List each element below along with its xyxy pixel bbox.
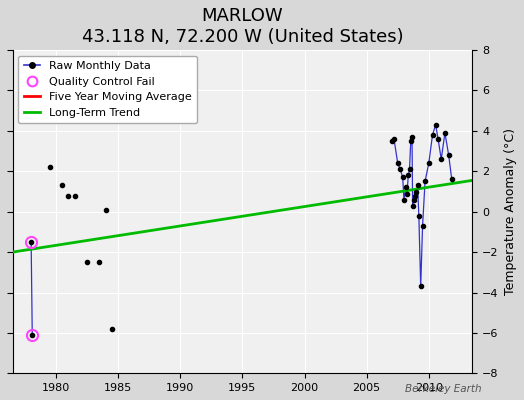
Y-axis label: Temperature Anomaly (°C): Temperature Anomaly (°C) xyxy=(504,128,517,295)
Legend: Raw Monthly Data, Quality Control Fail, Five Year Moving Average, Long-Term Tren: Raw Monthly Data, Quality Control Fail, … xyxy=(18,56,198,124)
Text: Berkeley Earth: Berkeley Earth xyxy=(406,384,482,394)
Title: MARLOW
43.118 N, 72.200 W (United States): MARLOW 43.118 N, 72.200 W (United States… xyxy=(82,7,403,46)
